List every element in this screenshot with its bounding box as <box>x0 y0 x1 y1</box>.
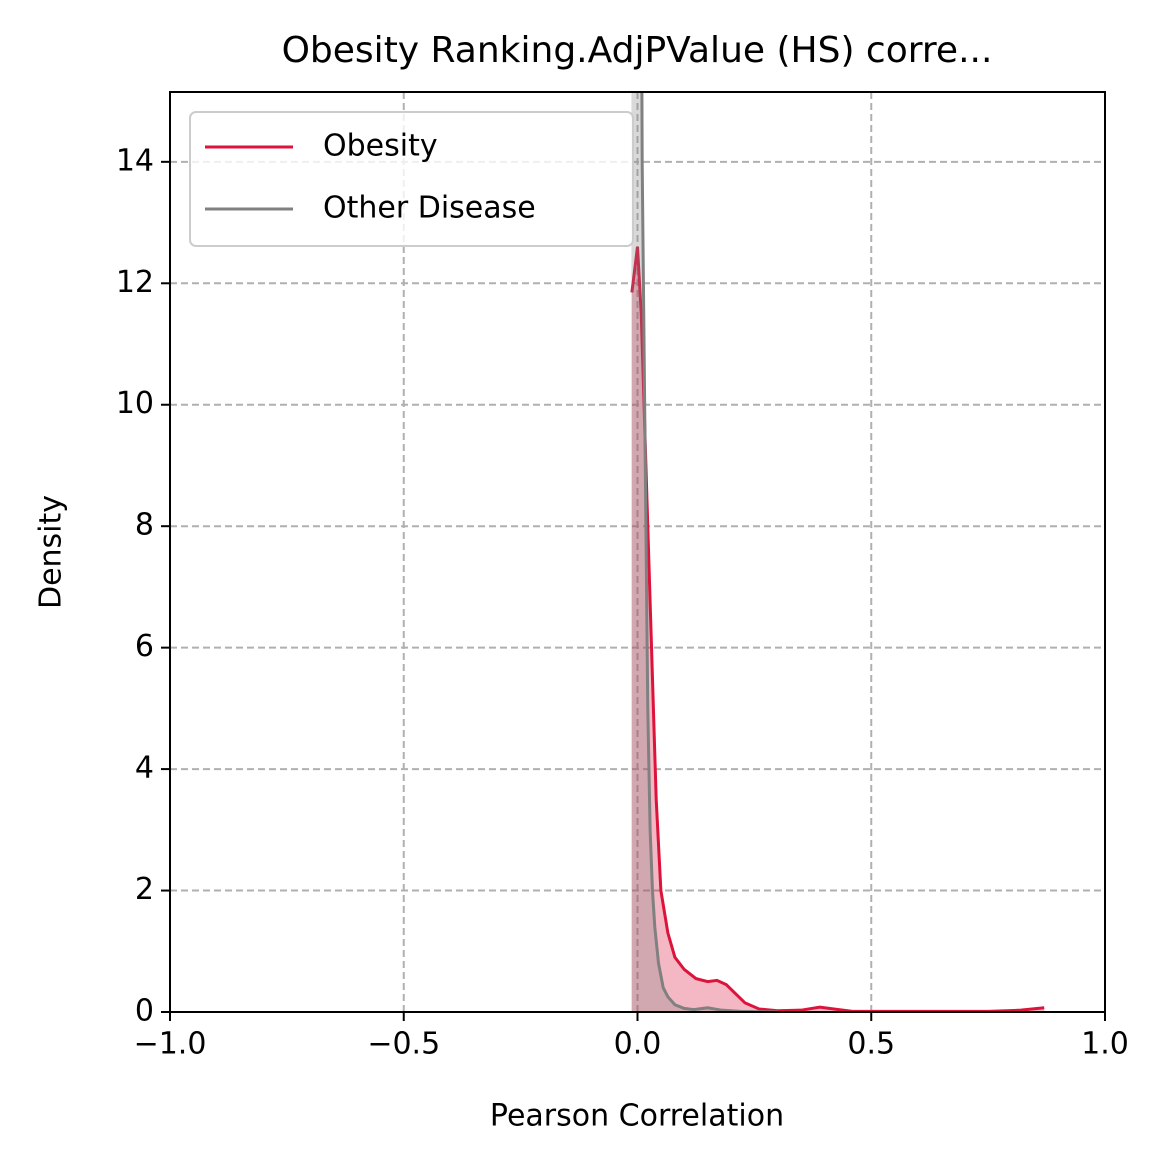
x-axis-label: Pearson Correlation <box>490 1099 784 1134</box>
y-axis-label: Density <box>34 495 69 609</box>
legend: Obesity Other Disease <box>189 111 634 247</box>
density-line <box>640 92 778 1012</box>
x-tick-label: −0.5 <box>367 1027 440 1062</box>
y-tick-label: 4 <box>135 751 154 786</box>
legend-label: Other Disease <box>323 191 536 226</box>
y-tick-label: 2 <box>135 872 154 907</box>
y-tick-label: 10 <box>116 386 154 421</box>
x-tick-label: 0.0 <box>614 1027 662 1062</box>
legend-label: Obesity <box>323 129 438 164</box>
density-line <box>630 246 1045 1012</box>
legend-box <box>189 111 634 247</box>
density-area <box>631 246 1045 1012</box>
y-tick-label: 8 <box>135 508 154 543</box>
plot-area <box>630 92 1045 1012</box>
chart-title: Obesity Ranking.AdjPValue (HS) corre... <box>282 30 993 71</box>
y-tick-label: 14 <box>116 143 154 178</box>
y-tick-label: 6 <box>135 629 154 664</box>
plot-frame <box>169 91 1106 1013</box>
y-tick-label: 12 <box>116 265 154 300</box>
x-tick-label: 0.5 <box>847 1027 895 1062</box>
density-area <box>631 92 778 1012</box>
x-tick-label: −1.0 <box>134 1027 207 1062</box>
x-tick-label: 1.0 <box>1081 1027 1129 1062</box>
y-tick-label: 0 <box>135 994 154 1029</box>
